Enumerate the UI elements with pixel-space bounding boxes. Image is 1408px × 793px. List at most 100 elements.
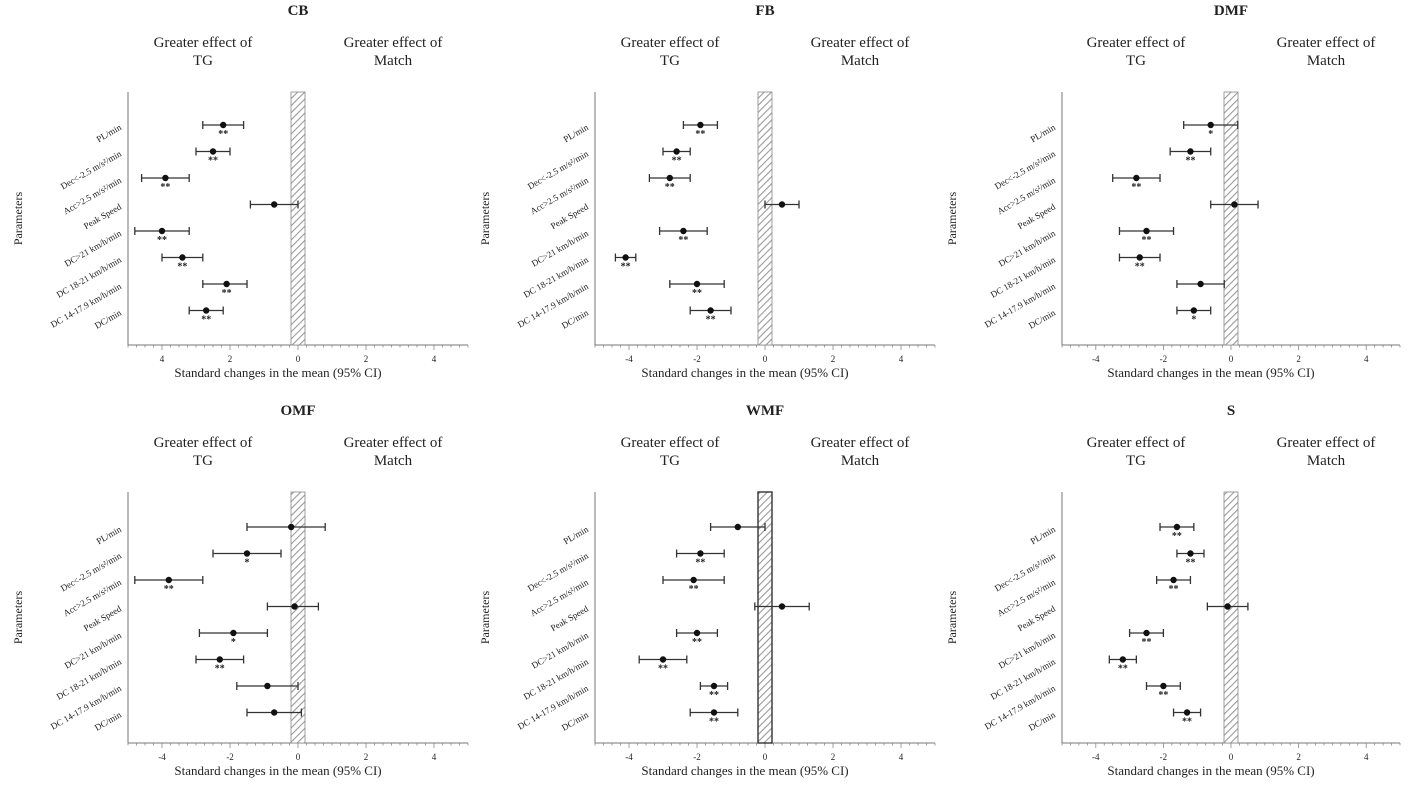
mean-point [1143,629,1150,637]
category-label: PL/min [562,122,591,144]
reference-band [1223,91,1239,346]
category-label: Peak Speed [82,201,124,231]
x-tick-label: 2 [1296,354,1301,364]
y-axis-label: Parameters [11,192,25,246]
header-match-line1: Greater effect of [344,435,443,451]
header-match-line2: Match [374,53,413,69]
mean-point [179,254,186,261]
significance-label: ** [678,235,688,246]
category-label: DC/min [93,709,124,732]
category-label: Peak Speed [1016,603,1058,633]
significance-label: * [1208,129,1213,140]
mean-point [165,576,172,584]
mean-point [693,629,701,637]
header-match-line1: Greater effect of [811,435,910,451]
mean-point [1173,523,1181,531]
significance-label: ** [222,288,232,299]
x-axis-label: Standard changes in the mean (95% CI) [1107,365,1314,380]
x-tick-label: -4 [625,752,633,762]
mean-point [697,121,704,129]
significance-label: ** [672,156,682,167]
header-tg-line1: Greater effect of [1087,35,1186,51]
panel-title: CB [288,3,309,19]
header-tg-line1: Greater effect of [154,435,253,451]
mean-point [697,550,704,557]
x-tick-label: 2 [364,752,369,762]
category-label: DC/min [560,307,591,330]
x-tick-label: 4 [1364,752,1369,762]
significance-label: ** [218,129,228,140]
category-label: DC/min [560,709,591,732]
mean-point [1160,682,1167,690]
x-tick-label: -2 [693,752,701,762]
x-tick-label: -2 [1160,354,1168,364]
mean-point [158,227,166,235]
x-axis-label: Standard changes in the mean (95% CI) [174,763,381,778]
significance-label: * [1191,315,1196,326]
significance-label: ** [160,182,170,193]
mean-point [162,174,169,182]
significance-label: ** [1131,182,1141,193]
x-tick-label: 4 [432,752,437,762]
mean-point [1119,656,1127,663]
header-tg-line2: TG [193,453,213,469]
x-tick-label: 4 [1364,354,1369,364]
mean-point [1187,550,1194,557]
panel-title: DMF [1214,3,1248,19]
mean-point [1133,174,1140,182]
x-tick-label: -4 [158,752,166,762]
x-tick-label: 0 [1229,752,1234,762]
category-label: DC/min [93,307,124,330]
x-tick-label: 0 [1229,354,1234,364]
mean-point [220,121,227,129]
header-tg-line2: TG [660,53,680,69]
mean-point [209,148,217,155]
panel-wmf: WMF Greater effect of TG Greater effect of M… [478,403,936,778]
reference-band [1223,491,1239,744]
mean-point [1190,307,1198,314]
header-tg-line1: Greater effect of [621,435,720,451]
mean-point [1183,709,1191,716]
mean-point [778,603,786,610]
category-label: Peak Speed [549,201,591,231]
x-tick-label: 4 [899,354,904,364]
mean-point [693,280,701,288]
mean-point [1207,121,1214,129]
x-tick-label: 4 [899,752,904,762]
y-axis-label: Parameters [478,591,492,645]
significance-label: ** [1182,717,1192,728]
x-tick-label: -4 [1092,354,1100,364]
mean-point [659,656,667,663]
category-label: PL/min [562,524,591,546]
header-match-line1: Greater effect of [1277,35,1376,51]
significance-label: ** [1172,531,1182,542]
significance-label: ** [177,262,187,273]
header-match-line2: Match [374,453,413,469]
category-label: PL/min [1029,122,1058,144]
mean-point [1187,148,1194,155]
mean-point [778,201,786,208]
x-tick-label: 4 [160,354,165,364]
header-match-line1: Greater effect of [1277,435,1376,451]
category-label: DC/min [1027,709,1058,732]
significance-label: ** [1142,235,1152,246]
x-axis-label: Standard changes in the mean (95% CI) [1107,763,1314,778]
mean-point [243,550,251,557]
panel-title: OMF [281,403,316,419]
category-label: PL/min [1029,524,1058,546]
mean-point [271,709,278,716]
x-axis-label: Standard changes in the mean (95% CI) [641,365,848,380]
reference-band [290,91,306,346]
panel-cb: CB Greater effect of TG Greater effect of Ma… [11,3,469,380]
x-tick-label: 2 [831,354,836,364]
significance-label: ** [709,717,719,728]
significance-label: ** [215,664,225,675]
header-tg-line2: TG [1126,453,1146,469]
header-tg-line1: Greater effect of [154,35,253,51]
mean-point [680,227,687,235]
mean-point [710,709,718,716]
mean-point [622,254,629,261]
category-label: Peak Speed [1016,201,1058,231]
mean-point [1136,254,1143,261]
